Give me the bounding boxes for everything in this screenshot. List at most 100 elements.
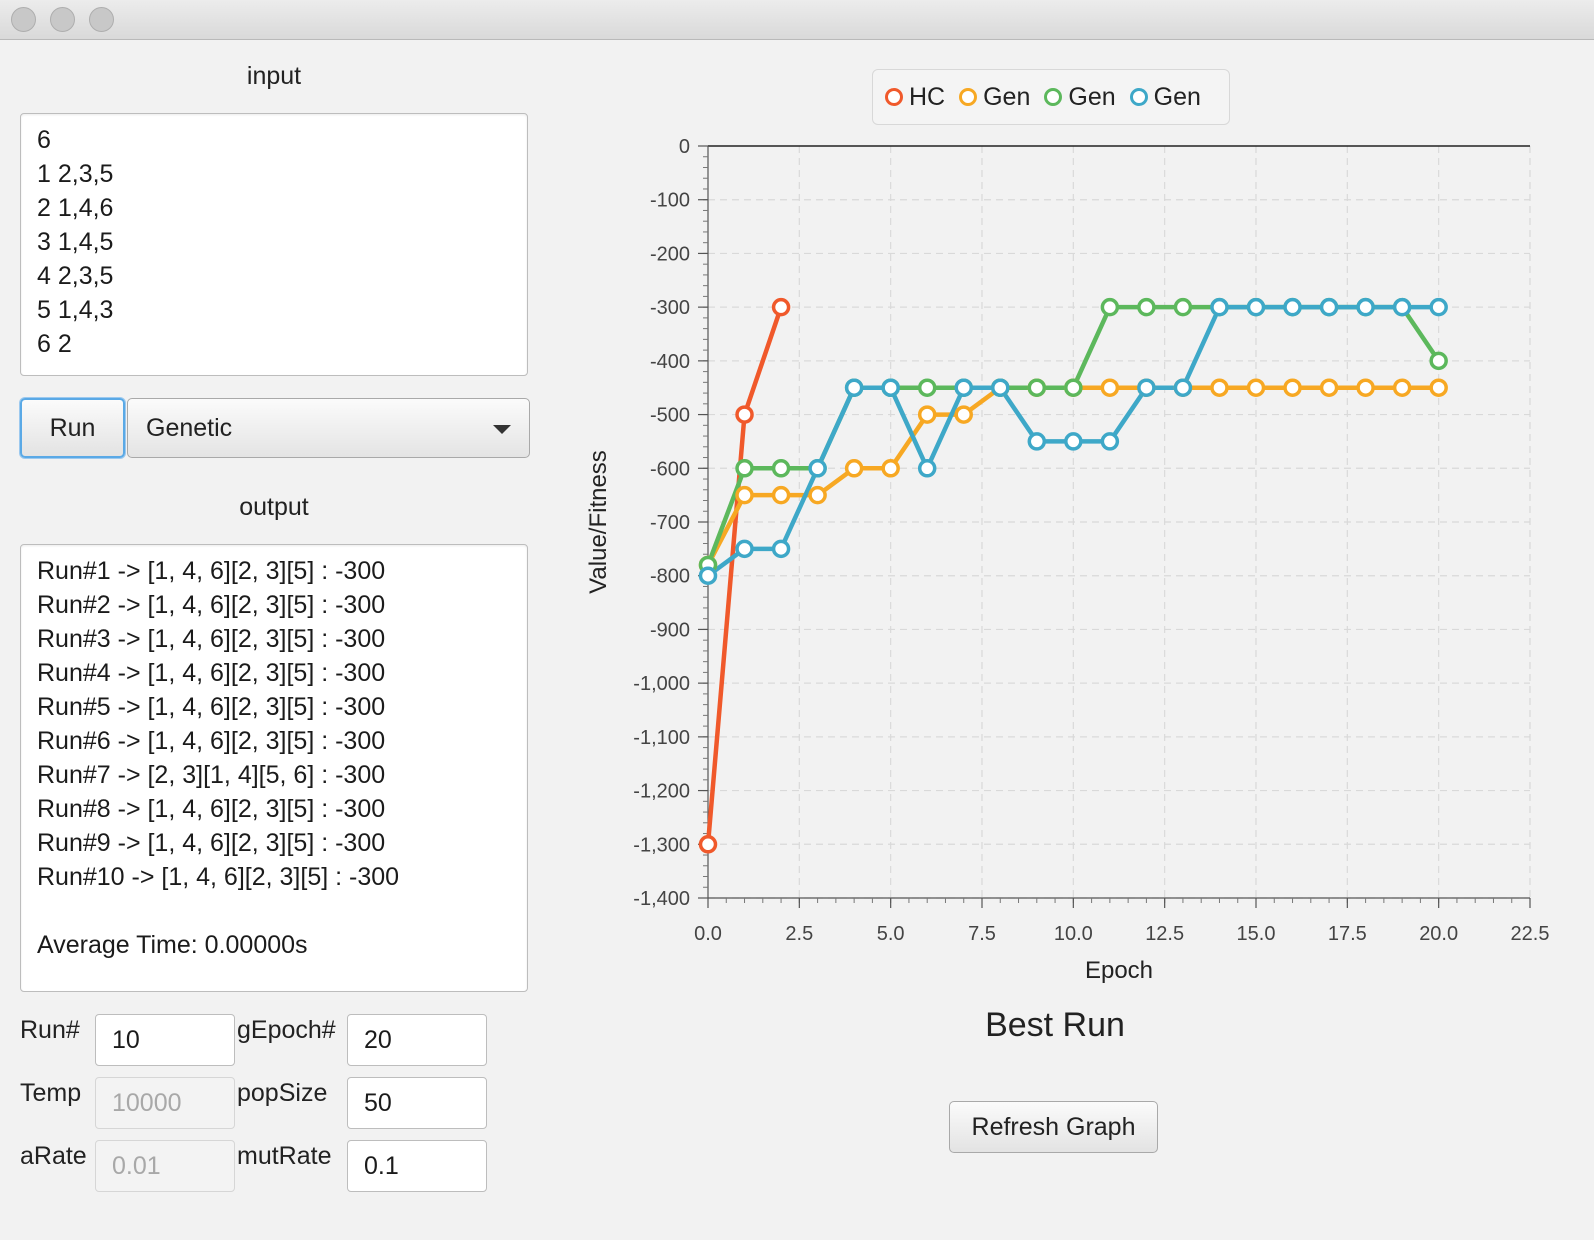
- data-point: [1429, 297, 1448, 317]
- line-chart: HC Gen Gen Gen 0 -100 -200 -300 -400 -500 -600 -70…: [580, 60, 1580, 1000]
- data-point: [1429, 378, 1448, 397]
- data-point: [881, 459, 900, 478]
- input-textarea[interactable]: 6 1 2,3,5 2 1,4,6 3 1,4,5 4 2,3,5 5 1,4,3 6 2: [20, 113, 528, 376]
- x-tick-label: 15.0: [1237, 923, 1276, 945]
- y-tick-label: -200: [650, 243, 690, 265]
- y-tick-label: -1,000: [633, 673, 690, 695]
- y-tick-label: 0: [679, 136, 690, 158]
- data-point: [808, 485, 827, 505]
- input-line: 4 2,3,5: [37, 262, 114, 290]
- input-line: 6 2: [37, 330, 72, 358]
- algorithm-select[interactable]: Genetic: [127, 398, 530, 458]
- data-point: [954, 378, 973, 397]
- data-point: [1137, 297, 1156, 317]
- gepoch-label: gEpoch#: [237, 1016, 336, 1044]
- temp-field[interactable]: 10000: [95, 1077, 235, 1129]
- data-point: [917, 459, 937, 478]
- mutrate-field[interactable]: 0.1: [347, 1140, 487, 1192]
- window-titlebar: [0, 0, 1594, 40]
- data-point: [735, 539, 754, 559]
- data-point: [1319, 378, 1339, 397]
- y-tick-label: -700: [650, 512, 690, 534]
- output-line: Run#2 -> [1, 4, 6][2, 3][5] : -300: [37, 591, 386, 619]
- y-tick-label: -1,300: [633, 834, 690, 856]
- x-tick-label: 2.5: [785, 923, 813, 945]
- input-line: 5 1,4,3: [37, 296, 114, 324]
- y-tick-label: -300: [650, 297, 690, 319]
- data-point: [991, 378, 1010, 397]
- mutrate-label: mutRate: [237, 1142, 332, 1170]
- data-point: [1173, 297, 1193, 317]
- data-point: [771, 297, 791, 317]
- output-line: Run#6 -> [1, 4, 6][2, 3][5] : -300: [37, 727, 386, 755]
- data-point: [1392, 297, 1412, 317]
- output-line: Average Time: 0.00000s: [37, 931, 308, 959]
- run-count-field[interactable]: 10: [95, 1014, 235, 1066]
- refresh-graph-button[interactable]: Refresh Graph: [949, 1101, 1158, 1153]
- legend-marker-icon: [885, 88, 903, 106]
- data-point: [1392, 378, 1412, 397]
- data-point: [1356, 297, 1375, 317]
- data-point: [1356, 378, 1375, 397]
- y-tick-label: -100: [650, 190, 690, 212]
- close-window-button[interactable]: [11, 7, 36, 32]
- output-line: Run#7 -> [2, 3][1, 4][5, 6] : -300: [37, 761, 386, 789]
- gepoch-field[interactable]: 20: [347, 1014, 487, 1066]
- y-tick-label: -1,400: [633, 888, 690, 910]
- chevron-down-icon: [493, 425, 511, 434]
- data-point: [844, 459, 864, 478]
- y-tick-label: -900: [650, 619, 690, 641]
- algorithm-select-value: Genetic: [146, 413, 233, 442]
- data-point: [917, 378, 937, 397]
- legend-item: Gen: [1129, 83, 1201, 112]
- x-tick-label: 12.5: [1145, 923, 1184, 945]
- output-line: Run#10 -> [1, 4, 6][2, 3][5] : -300: [37, 863, 400, 891]
- y-tick-label: -600: [650, 458, 690, 480]
- data-point: [1429, 351, 1448, 371]
- legend-label: Gen: [1068, 82, 1116, 111]
- output-line: Run#9 -> [1, 4, 6][2, 3][5] : -300: [37, 829, 386, 857]
- legend-item: Gen: [1044, 82, 1116, 112]
- arate-field[interactable]: 0.01: [95, 1140, 235, 1192]
- legend-label: HC: [909, 82, 946, 111]
- run-count-label: Run#: [20, 1016, 80, 1044]
- data-point: [1210, 297, 1229, 317]
- data-point: [1137, 378, 1156, 397]
- chart-plot: 0 -100 -200 -300 -400 -500 -600 -700 -800 -900 -1,…: [585, 136, 1549, 984]
- x-axis-label: Epoch: [1085, 957, 1153, 984]
- legend-item: HC: [885, 83, 945, 112]
- legend-item: Gen: [959, 83, 1030, 112]
- data-point: [1283, 378, 1302, 397]
- y-tick-label: -800: [650, 566, 690, 588]
- data-point: [1100, 378, 1120, 397]
- data-point: [735, 405, 754, 424]
- y-tick-label: -400: [650, 351, 690, 373]
- data-point: [1100, 297, 1120, 317]
- x-tick-label: 17.5: [1328, 923, 1367, 945]
- run-button[interactable]: Run: [20, 398, 125, 458]
- y-tick-label: -1,100: [633, 727, 690, 749]
- y-axis-label: Value/Fitness: [585, 450, 612, 594]
- output-label: output: [239, 493, 309, 521]
- chart-legend: HC Gen Gen Gen: [872, 69, 1230, 125]
- output-line: Run#3 -> [1, 4, 6][2, 3][5] : -300: [37, 625, 386, 653]
- minimize-window-button[interactable]: [50, 7, 75, 32]
- popsize-label: popSize: [237, 1079, 328, 1107]
- data-point: [1210, 378, 1229, 397]
- x-tick-label: 10.0: [1054, 923, 1093, 945]
- popsize-field[interactable]: 50: [347, 1077, 487, 1129]
- legend-label: Gen: [983, 82, 1031, 111]
- data-point: [771, 459, 791, 478]
- maximize-window-button[interactable]: [89, 7, 114, 32]
- data-point: [698, 835, 718, 854]
- legend-marker-icon: [959, 88, 978, 106]
- data-point: [1064, 432, 1083, 451]
- output-line: Run#5 -> [1, 4, 6][2, 3][5] : -300: [37, 693, 386, 721]
- data-point: [1100, 432, 1120, 451]
- x-tick-label: 7.5: [968, 923, 996, 945]
- data-point: [808, 459, 827, 478]
- legend-marker-icon: [1129, 88, 1148, 106]
- output-textarea[interactable]: Run#1 -> [1, 4, 6][2, 3][5] : -300 Run#2 …: [20, 544, 528, 992]
- arate-label: aRate: [20, 1142, 87, 1170]
- data-point: [698, 566, 718, 585]
